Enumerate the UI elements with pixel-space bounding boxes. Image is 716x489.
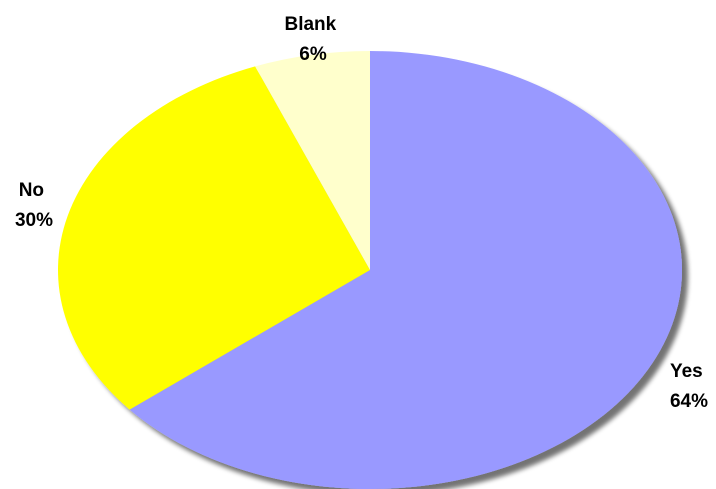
pie-slices xyxy=(57,51,682,489)
pie-slice-blank xyxy=(255,51,370,270)
slice-name-yes: Yes xyxy=(670,361,703,382)
slice-value-no: 30% xyxy=(15,210,53,231)
pie-slice-no xyxy=(57,66,371,410)
slice-name-blank: Blank xyxy=(284,14,336,35)
slice-value-yes: 64% xyxy=(670,391,708,412)
slice-label-no: No 30% xyxy=(15,180,53,231)
slice-label-yes: Yes 64% xyxy=(670,361,708,412)
slice-label-blank: Blank 6% xyxy=(284,14,341,65)
slice-name-no: No xyxy=(19,180,44,201)
pie-slice-yes xyxy=(129,51,682,489)
slice-value-blank: 6% xyxy=(299,44,327,65)
